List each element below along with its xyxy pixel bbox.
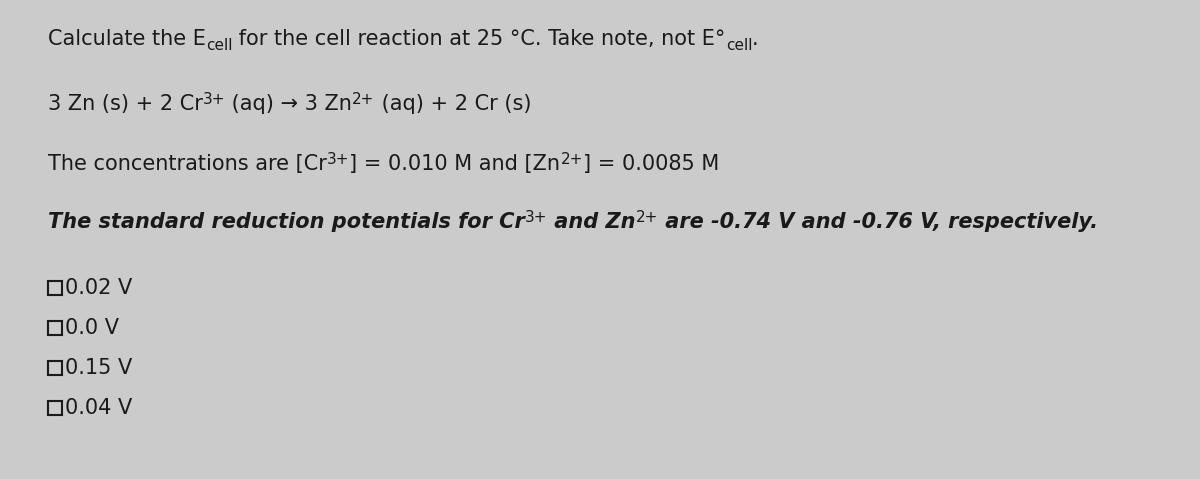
Text: 0.02 V: 0.02 V: [65, 278, 132, 298]
Text: 0.15 V: 0.15 V: [65, 358, 132, 378]
Text: ] = 0.0085 M: ] = 0.0085 M: [583, 154, 719, 174]
Text: cell: cell: [726, 38, 752, 53]
Text: (aq) → 3 Zn: (aq) → 3 Zn: [226, 94, 353, 114]
Text: are -0.74 V and -0.76 V, respectively.: are -0.74 V and -0.76 V, respectively.: [658, 212, 1098, 232]
Text: for the cell reaction at 25 °C. Take note, not E°: for the cell reaction at 25 °C. Take not…: [233, 29, 726, 49]
Text: 2+: 2+: [560, 152, 583, 167]
Text: 3+: 3+: [203, 92, 226, 107]
Text: 2+: 2+: [353, 92, 374, 107]
Text: .: .: [752, 29, 758, 49]
Text: 2+: 2+: [636, 210, 658, 225]
Text: Calculate the E: Calculate the E: [48, 29, 206, 49]
Text: cell: cell: [206, 38, 233, 53]
Text: 3+: 3+: [524, 210, 547, 225]
Text: The standard reduction potentials for Cr: The standard reduction potentials for Cr: [48, 212, 524, 232]
Text: 3 Zn (s) + 2 Cr: 3 Zn (s) + 2 Cr: [48, 94, 203, 114]
Text: and Zn: and Zn: [547, 212, 636, 232]
Text: 0.04 V: 0.04 V: [65, 398, 132, 418]
Text: 3+: 3+: [326, 152, 349, 167]
Text: (aq) + 2 Cr (s): (aq) + 2 Cr (s): [374, 94, 532, 114]
Text: The concentrations are [Cr: The concentrations are [Cr: [48, 154, 326, 174]
Text: ] = 0.010 M and [Zn: ] = 0.010 M and [Zn: [349, 154, 560, 174]
Text: 0.0 V: 0.0 V: [65, 318, 119, 338]
